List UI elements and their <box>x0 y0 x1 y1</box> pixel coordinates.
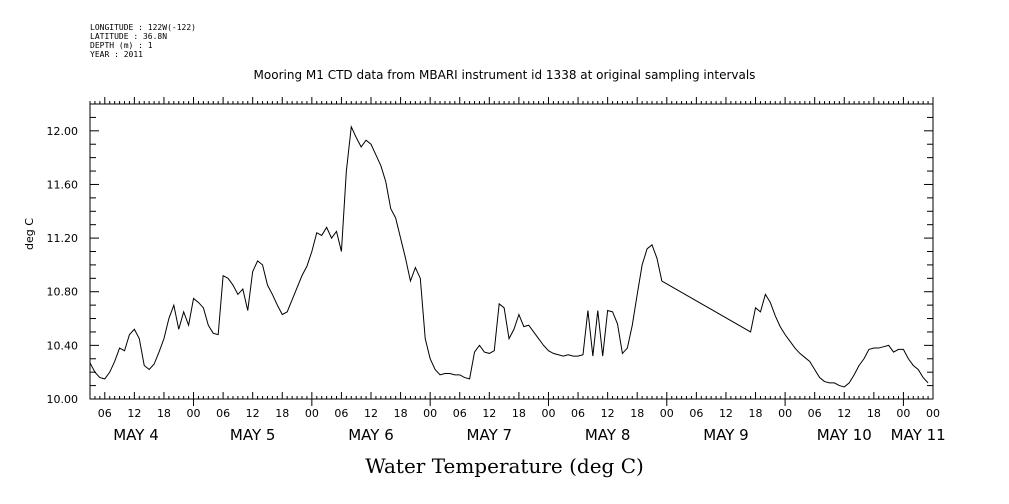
x-hour-tick-label: 12 <box>364 407 378 420</box>
x-hour-tick-label: 00 <box>778 407 792 420</box>
x-hour-tick-label: 00 <box>896 407 910 420</box>
x-hour-tick-label: 00 <box>423 407 437 420</box>
x-hour-tick-label: 18 <box>394 407 408 420</box>
x-hour-tick-label: 18 <box>512 407 526 420</box>
axis-tick-labels: 10.00 10.40 10.80 11.20 11.60 12.00 06 12 18 00 06… <box>47 125 946 444</box>
x-axis-label: Water Temperature (deg C) <box>365 454 644 478</box>
chart-title: Mooring M1 CTD data from MBARI instrumen… <box>253 68 756 82</box>
latitude-label: LATITUDE : 36.8N <box>90 32 168 41</box>
x-hour-tick-label: 06 <box>216 407 230 420</box>
x-day-label: MAY 4 <box>113 426 159 444</box>
x-day-label: MAY 9 <box>703 426 749 444</box>
axis-ticks <box>89 97 934 406</box>
y-tick-label: 10.00 <box>47 393 79 406</box>
x-hour-tick-label: 18 <box>630 407 644 420</box>
longitude-label: LONGITUDE : 122W(-122) <box>90 23 196 32</box>
x-hour-tick-label: 12 <box>719 407 733 420</box>
x-hour-tick-label: 06 <box>689 407 703 420</box>
x-hour-tick-label: 18 <box>867 407 881 420</box>
x-hour-tick-label: 18 <box>275 407 289 420</box>
y-tick-label: 11.60 <box>47 178 79 191</box>
x-hour-tick-label: 00 <box>305 407 319 420</box>
x-hour-tick-label: 06 <box>571 407 585 420</box>
y-tick-label: 12.00 <box>47 125 79 138</box>
x-hour-tick-label: 12 <box>601 407 615 420</box>
x-hour-tick-label: 12 <box>127 407 141 420</box>
x-hour-tick-label: 12 <box>482 407 496 420</box>
x-hour-tick-label: 06 <box>453 407 467 420</box>
x-day-label: MAY 6 <box>348 426 394 444</box>
x-hour-tick-label: 12 <box>837 407 851 420</box>
x-day-label: MAY 7 <box>467 426 513 444</box>
x-hour-tick-label: 12 <box>246 407 260 420</box>
depth-label: DEPTH (m) : 1 <box>90 41 153 50</box>
x-hour-tick-label: 18 <box>749 407 763 420</box>
y-tick-label: 11.20 <box>47 232 79 245</box>
x-hour-tick-label: 00 <box>926 407 940 420</box>
water-temperature-line <box>89 124 929 388</box>
x-day-label: MAY 5 <box>230 426 276 444</box>
x-day-label: MAY 8 <box>585 426 631 444</box>
x-hour-tick-label: 06 <box>334 407 348 420</box>
x-day-label: MAY 11 <box>891 426 946 444</box>
year-label: YEAR : 2011 <box>90 50 143 59</box>
x-hour-tick-label: 00 <box>187 407 201 420</box>
plot-frame <box>89 103 934 400</box>
x-day-label: MAY 10 <box>817 426 872 444</box>
x-hour-tick-label: 06 <box>808 407 822 420</box>
x-hour-tick-label: 06 <box>98 407 112 420</box>
x-hour-tick-label: 18 <box>157 407 171 420</box>
y-tick-label: 10.80 <box>47 286 79 299</box>
y-tick-label: 10.40 <box>47 339 79 352</box>
x-hour-tick-label: 00 <box>660 407 674 420</box>
x-hour-tick-label: 00 <box>541 407 555 420</box>
